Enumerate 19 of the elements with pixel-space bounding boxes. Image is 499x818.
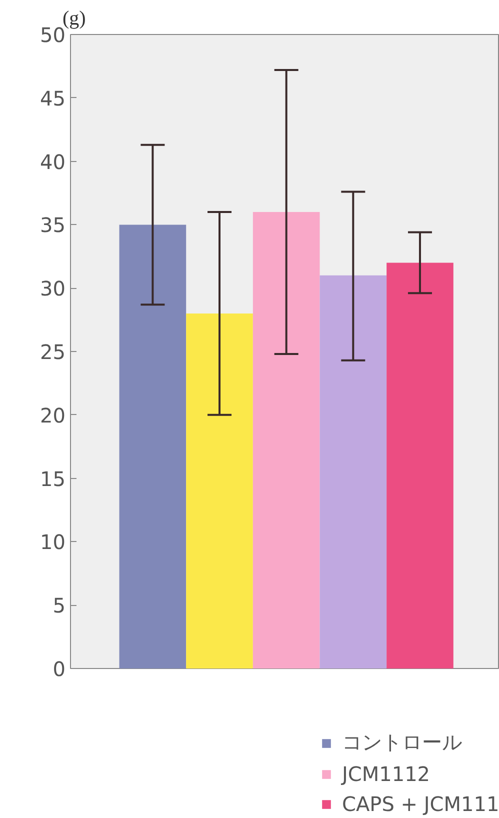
bar [252,212,320,668]
legend-label: JCM1112 [342,762,430,786]
bar [386,262,454,668]
y-tick-label: 30 [40,276,66,301]
bar [186,313,253,668]
y-tick-label: 10 [40,530,66,554]
y-tick-label: 45 [40,86,66,110]
legend-label: CAPS + JCM111 [342,792,499,816]
y-tick-label: 35 [40,213,66,238]
y-tick-label: 15 [40,466,66,491]
bar [320,275,387,668]
y-tick-label: 20 [40,403,66,428]
y-tick-label: 0 [52,657,66,681]
bar [119,224,186,668]
y-axis-title: (g) [62,8,86,30]
y-tick-label: 5 [52,594,66,618]
legend-label: コントロール [342,729,462,756]
y-tick-label: 25 [40,340,66,364]
y-tick-label: 40 [40,150,66,174]
